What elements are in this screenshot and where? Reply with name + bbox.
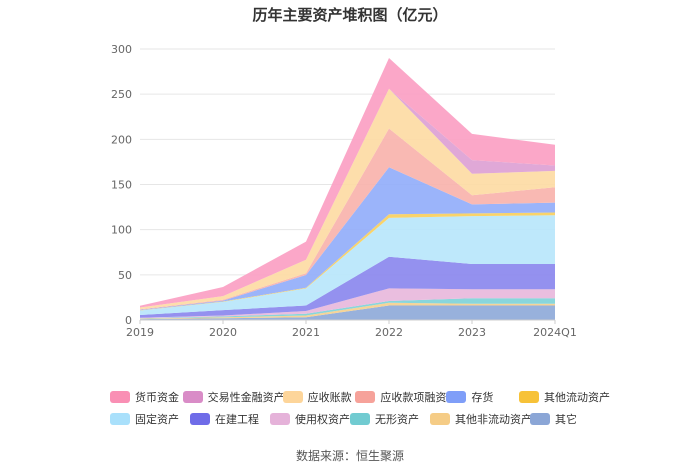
area-series-8 [140, 167, 555, 311]
legend-label: 在建工程 [215, 413, 259, 426]
legend-label: 存货 [471, 391, 494, 404]
area-series-6 [140, 215, 555, 315]
area-series-layer [140, 58, 555, 320]
axes: 0 50 100 150 200 250 300 2019 2020 2021 2022 2023 20… [111, 43, 577, 339]
y-tick-label: 100 [111, 224, 132, 237]
x-tick-label: 2019 [126, 326, 154, 339]
chart-legend: 货币资金 交易性金融资产 应收账款 应收款项融资 存货 其他流动资产固定资产 在建工程 使用权… [110, 386, 610, 430]
y-tick-label: 50 [118, 269, 132, 282]
area-series-10 [140, 88, 555, 310]
legend-item[interactable]: 其它 [530, 411, 610, 427]
legend-item[interactable]: 无形资产 [350, 411, 430, 427]
area-series-9 [140, 128, 555, 310]
legend-label: 其他流动资产 [544, 391, 611, 404]
legend-swatch [519, 391, 540, 403]
legend-label: 货币资金 [135, 391, 179, 404]
x-tick-label: 2021 [292, 326, 320, 339]
legend-row: 固定资产 在建工程 使用权资产 无形资产 其他非流动资产 其它 [110, 408, 610, 430]
x-tick-label: 2020 [209, 326, 237, 339]
x-tick-label: 2024Q1 [533, 326, 577, 339]
legend-item[interactable]: 固定资产 [110, 411, 190, 427]
x-tick-label: 2023 [458, 326, 486, 339]
legend-item[interactable]: 使用权资产 [270, 411, 350, 427]
legend-label: 其它 [555, 413, 577, 426]
area-series-3 [140, 298, 555, 319]
stacked-area-chart: 0 50 100 150 200 250 300 2019 2020 2021 2022 2023 20… [111, 43, 577, 339]
legend-swatch [530, 413, 550, 425]
legend-item[interactable]: 应收款项融资 [355, 389, 446, 405]
legend-item[interactable]: 其他流动资产 [519, 389, 610, 405]
legend-swatch [110, 413, 130, 425]
area-series-12 [140, 58, 555, 308]
legend-item[interactable]: 货币资金 [110, 389, 183, 405]
legend-item[interactable]: 存货 [446, 389, 519, 405]
legend-row: 货币资金 交易性金融资产 应收账款 应收款项融资 存货 其他流动资产 [110, 386, 610, 408]
legend-item[interactable]: 其他非流动资产 [430, 411, 532, 427]
legend-swatch [355, 391, 376, 403]
legend-swatch [110, 391, 130, 403]
legend-label: 交易性金融资产 [207, 391, 285, 404]
legend-swatch [182, 391, 203, 403]
legend-label: 使用权资产 [295, 413, 350, 426]
legend-label: 应收款项融资 [380, 391, 447, 404]
area-series-5 [140, 256, 555, 318]
legend-swatch [282, 391, 303, 403]
area-series-2 [140, 302, 555, 320]
legend-label: 无形资产 [375, 413, 419, 426]
area-series-11 [140, 88, 555, 308]
area-series-4 [140, 288, 555, 319]
legend-swatch [430, 413, 450, 425]
legend-swatch [190, 413, 210, 425]
y-tick-label: 300 [111, 43, 132, 56]
y-tick-label: 200 [111, 133, 132, 146]
legend-item[interactable]: 在建工程 [190, 411, 270, 427]
legend-swatch [446, 391, 467, 403]
legend-item[interactable]: 应收账款 [282, 389, 356, 405]
area-series-1 [140, 305, 555, 320]
x-tick-label: 2022 [375, 326, 403, 339]
legend-label: 其他非流动资产 [455, 413, 532, 426]
legend-label: 应收账款 [307, 391, 352, 404]
legend-item[interactable]: 交易性金融资产 [182, 389, 285, 405]
legend-swatch [350, 413, 370, 425]
y-tick-label: 250 [111, 88, 132, 101]
data-source: 数据来源：恒生聚源 [295, 449, 404, 463]
chart-title: 历年主要资产堆积图（亿元） [252, 6, 448, 24]
y-tick-label: 150 [111, 179, 132, 192]
y-tick-label: 0 [125, 314, 132, 327]
legend-swatch [270, 413, 290, 425]
legend-label: 固定资产 [135, 413, 179, 426]
